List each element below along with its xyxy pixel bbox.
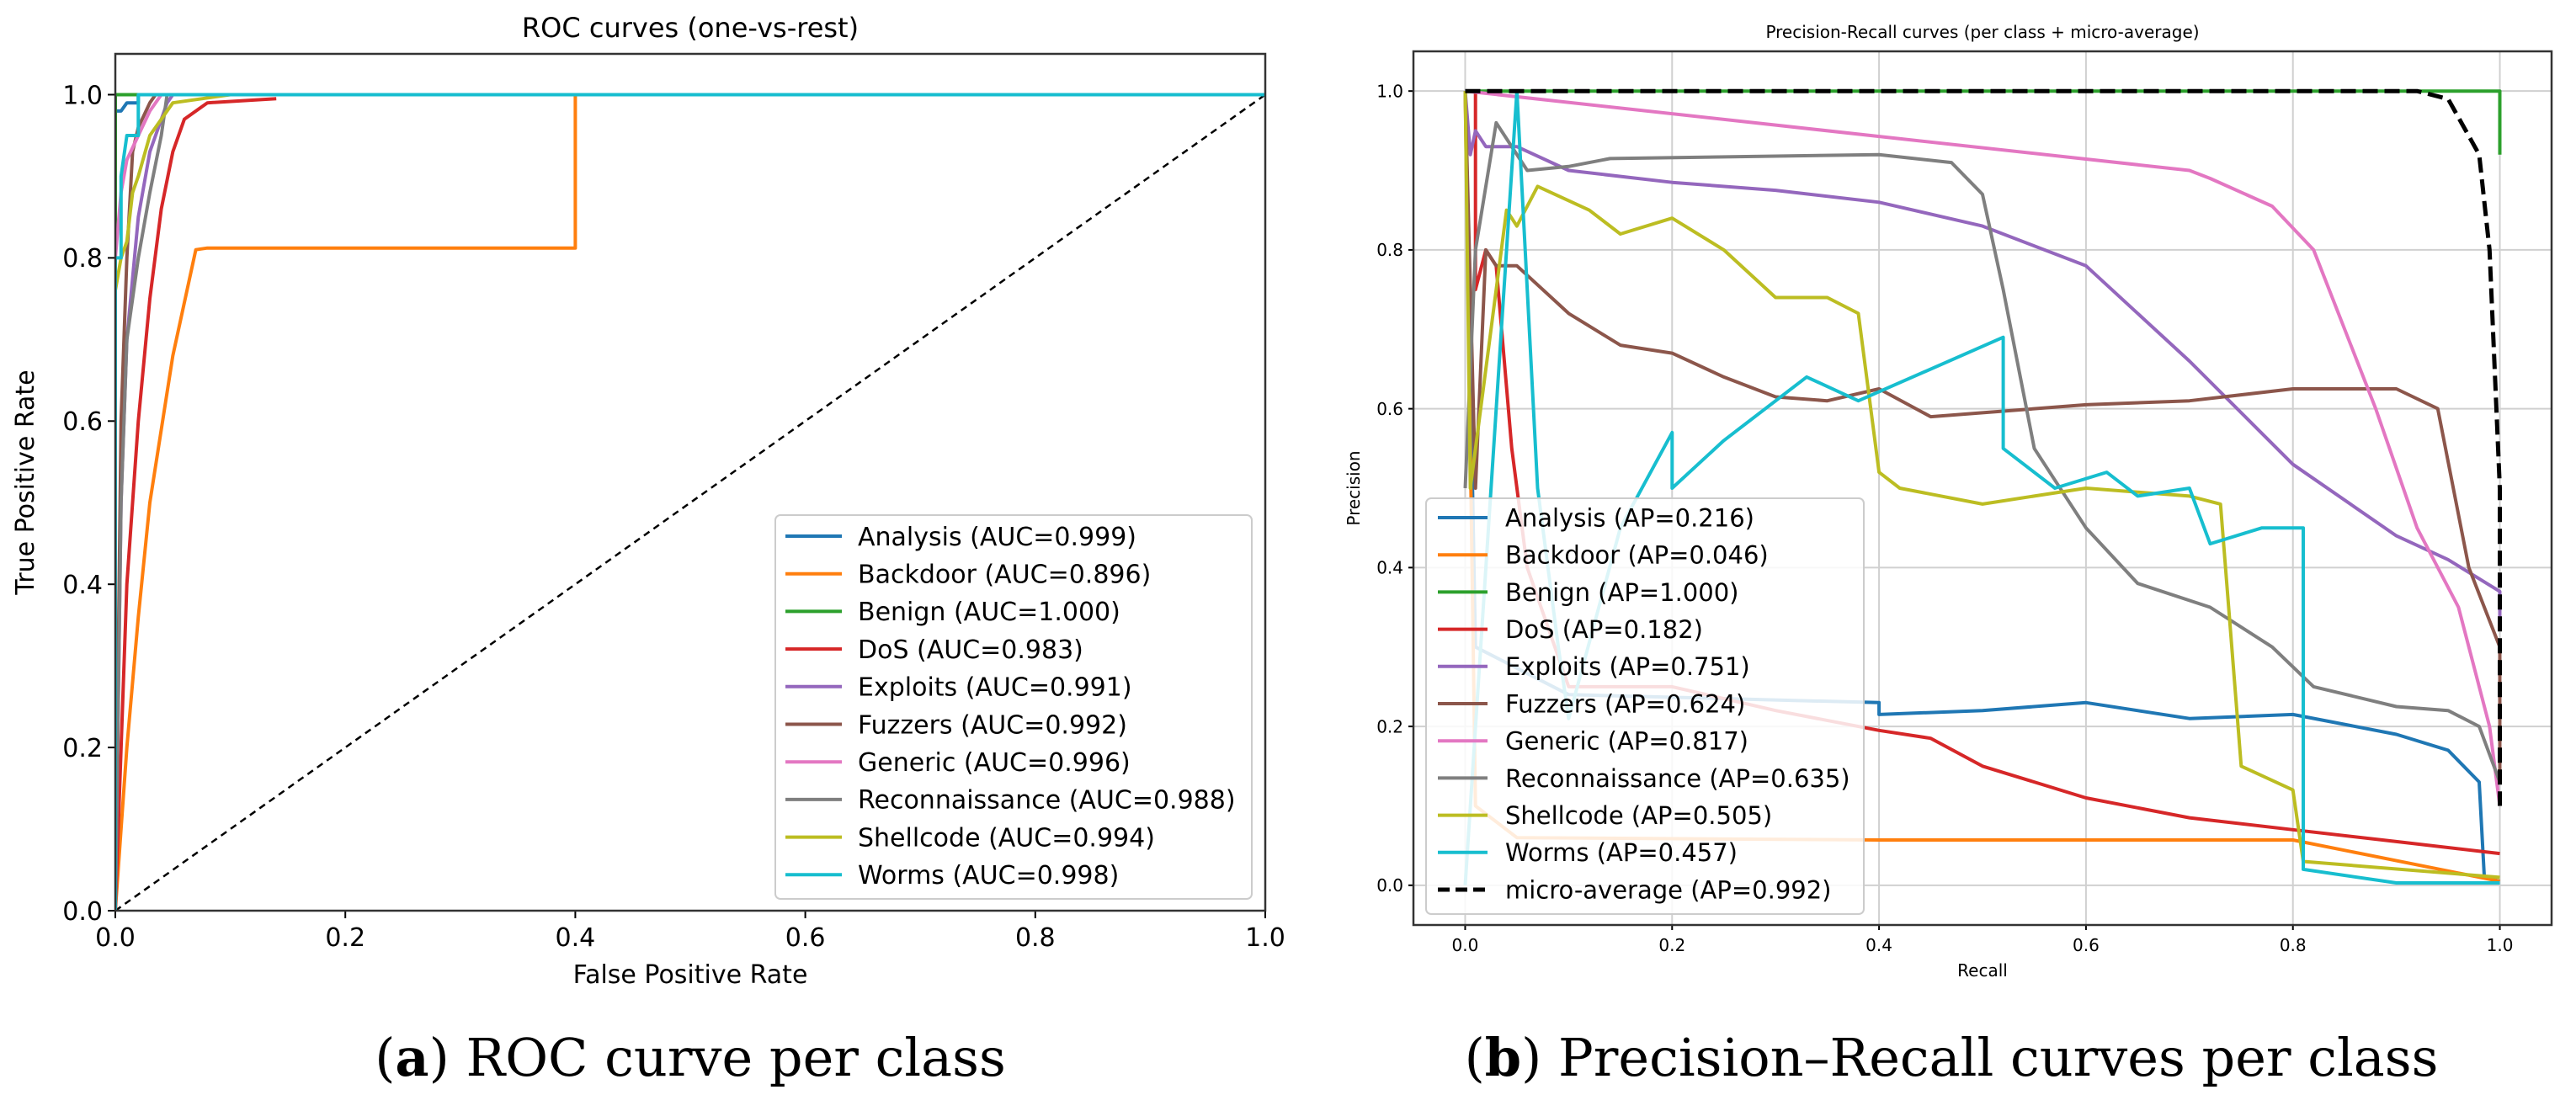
legend-item: Fuzzers (AUC=0.992) (785, 710, 1127, 740)
legend-label: Fuzzers (AUC=0.992) (858, 710, 1127, 740)
y-tick-label: 0.6 (1376, 399, 1403, 419)
y-tick-label: 0.8 (1376, 240, 1403, 260)
y-tick-label: 0.0 (62, 897, 103, 927)
legend-label: Generic (AUC=0.996) (858, 748, 1131, 778)
curve-reconnaissance (1463, 120, 2502, 783)
legend-label: Backdoor (AP=0.046) (1505, 541, 1769, 570)
legend-item: Benign (AUC=1.000) (785, 598, 1120, 627)
legend-item: Backdoor (AP=0.046) (1438, 541, 1769, 570)
legend-label: Analysis (AP=0.216) (1505, 503, 1754, 532)
legend-item: micro-average (AP=0.992) (1438, 875, 1832, 904)
curve-dos (115, 97, 277, 911)
x-tick-label: 1.0 (1245, 923, 1285, 953)
legend-label: Exploits (AP=0.751) (1505, 652, 1750, 681)
curve-backdoor (115, 93, 1265, 911)
y-tick-label: 1.0 (1376, 81, 1403, 101)
pr-chart: 0.0 0.2 0.4 0.6 0.8 1.0 0.0 0.2 0.4 0.6 0.8 1.0 Prec… (1344, 22, 2553, 981)
legend-label: Benign (AUC=1.000) (858, 598, 1120, 627)
legend-label: Exploits (AUC=0.991) (858, 673, 1132, 703)
legend-item: Generic (AUC=0.996) (785, 748, 1131, 778)
curve-generic (1465, 89, 2502, 806)
x-tick-label: 1.0 (2487, 935, 2514, 955)
x-tick-label: 0.0 (1452, 935, 1479, 955)
y-tick-label: 0.4 (62, 571, 103, 600)
legend-item: Worms (AP=0.457) (1438, 838, 1738, 867)
y-tick-label: 0.0 (1376, 875, 1403, 896)
x-tick-label: 0.2 (325, 923, 365, 953)
legend-item: DoS (AP=0.182) (1438, 615, 1703, 644)
y-tick-label: 0.2 (62, 734, 103, 763)
legend-label: Generic (AP=0.817) (1505, 727, 1748, 756)
legend-label: Worms (AUC=0.998) (858, 861, 1119, 890)
chart-title: Precision-Recall curves (per class + mic… (1765, 22, 2199, 42)
legend-item: Fuzzers (AP=0.624) (1438, 689, 1745, 718)
curve-benign (1465, 89, 2502, 155)
caption-a-letter: a (395, 1027, 428, 1088)
x-tick-label: 0.4 (1865, 935, 1892, 955)
roc-chart: 0.0 0.2 0.4 0.6 0.8 1.0 0.0 0.2 0.4 0.6 0.8 1.0 ROC … (11, 12, 1285, 990)
legend-item: DoS (AUC=0.983) (785, 635, 1083, 665)
y-tick-label: 0.4 (1376, 558, 1403, 578)
caption-b-letter: b (1485, 1027, 1521, 1088)
y-axis-label: Precision (1344, 450, 1364, 525)
legend: Analysis (AP=0.216) Backdoor (AP=0.046) Be… (1425, 497, 1865, 915)
legend-item: Worms (AUC=0.998) (785, 861, 1119, 890)
y-tick-label: 0.8 (62, 244, 103, 274)
x-tick-label: 0.4 (556, 923, 596, 953)
legend-box (774, 514, 1253, 900)
legend-label: Reconnaissance (AUC=0.988) (858, 786, 1236, 816)
x-tick-label: 0.2 (1658, 935, 1685, 955)
legend-item: Generic (AP=0.817) (1438, 727, 1748, 756)
caption-b: (b) Precision–Recall curves per class (1465, 1027, 2439, 1088)
legend-label: Reconnaissance (AP=0.635) (1505, 764, 1850, 793)
x-tick-label: 0.6 (785, 923, 826, 953)
legend-label: DoS (AUC=0.983) (858, 635, 1083, 665)
curve-shellcode (115, 93, 1265, 911)
legend-label: DoS (AP=0.182) (1505, 615, 1703, 644)
caption-a: (a) ROC curve per class (375, 1027, 1006, 1088)
x-tick-label: 0.6 (2073, 935, 2100, 955)
chart-title: ROC curves (one-vs-rest) (522, 12, 859, 44)
y-tick-label: 1.0 (62, 81, 103, 110)
legend-label: Analysis (AUC=0.999) (858, 523, 1136, 552)
legend-label: Benign (AP=1.000) (1505, 578, 1738, 607)
curve-reconnaissance (115, 93, 1265, 911)
legend-item: Backdoor (AUC=0.896) (785, 561, 1151, 590)
legend-label: Worms (AP=0.457) (1505, 838, 1738, 867)
axes-frame (1412, 50, 2553, 927)
curve-exploits (1463, 91, 2502, 624)
caption-b-text: Precision–Recall curves per class (1541, 1027, 2438, 1088)
legend-item: Benign (AP=1.000) (1438, 578, 1738, 607)
y-tick-label: 0.2 (1376, 716, 1403, 736)
legend-label: Shellcode (AUC=0.994) (858, 823, 1155, 853)
legend-item: Exploits (AUC=0.991) (785, 673, 1132, 703)
legend-item: Analysis (AUC=0.999) (785, 523, 1136, 552)
axes-frame (114, 52, 1267, 912)
legend-label: Fuzzers (AP=0.624) (1505, 689, 1745, 718)
legend-box (1425, 497, 1865, 915)
legend-item: Shellcode (AUC=0.994) (785, 823, 1155, 853)
legend-item: Reconnaissance (AUC=0.988) (785, 786, 1236, 816)
legend: Analysis (AUC=0.999) Backdoor (AUC=0.896)… (774, 514, 1253, 900)
legend-label: micro-average (AP=0.992) (1505, 875, 1832, 904)
x-tick-label: 0.8 (1015, 923, 1056, 953)
y-tick-label: 0.6 (62, 407, 103, 437)
x-tick-label: 0.0 (95, 923, 136, 953)
x-axis-label: Recall (1957, 960, 2008, 981)
curve-shellcode (1463, 91, 2500, 880)
x-axis-label: False Positive Rate (573, 960, 808, 990)
legend-item: Reconnaissance (AP=0.635) (1438, 764, 1850, 793)
legend-label: Backdoor (AUC=0.896) (858, 561, 1151, 590)
y-axis-label: True Positive Rate (11, 369, 40, 595)
legend-item: Exploits (AP=0.751) (1438, 652, 1750, 681)
caption-a-text: ROC curve per class (450, 1027, 1006, 1088)
legend-label: Shellcode (AP=0.505) (1505, 801, 1772, 830)
legend-item: Shellcode (AP=0.505) (1438, 801, 1772, 830)
legend-item: Analysis (AP=0.216) (1438, 503, 1754, 532)
curve-micro-average (1465, 88, 2502, 806)
x-tick-label: 0.8 (2280, 935, 2307, 955)
